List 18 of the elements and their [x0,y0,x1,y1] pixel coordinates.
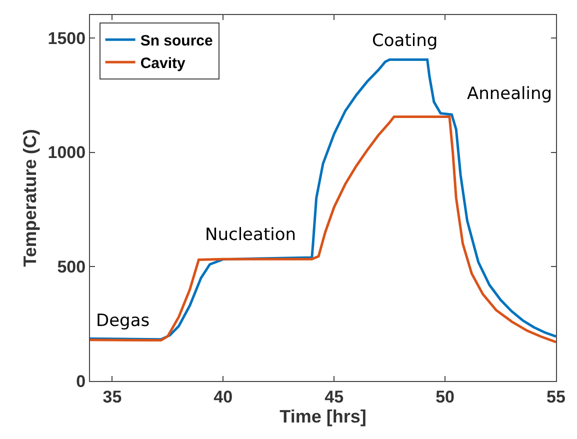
line-series [90,116,556,344]
legend-label: Sn source [140,32,213,50]
annotation: Degas [96,311,150,331]
x-axis-title: Time [hrs] [280,406,366,426]
y-axis-title: Temperature (C) [20,129,40,267]
x-tick-label: 50 [436,387,455,406]
y-tick-label: 500 [57,258,86,277]
y-tick-label: 0 [76,372,86,391]
legend-label: Cavity [140,54,186,72]
x-tick-label: 55 [546,387,566,406]
annotation: Nucleation [205,225,296,245]
y-tick-label: 1000 [48,143,86,162]
annotation: Annealing [467,84,552,104]
x-tick-label: 40 [214,387,233,406]
x-tick-label: 35 [102,387,122,406]
x-tick-label: 45 [324,387,344,406]
annotation: Coating [372,31,438,51]
y-tick-label: 1500 [48,28,86,48]
